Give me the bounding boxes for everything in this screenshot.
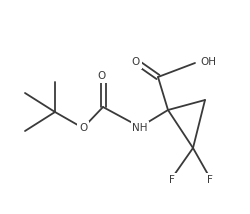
Text: NH: NH [132,123,148,133]
Text: O: O [132,57,140,67]
Text: F: F [207,175,213,185]
Text: OH: OH [200,57,216,67]
Text: O: O [98,71,106,81]
Text: F: F [169,175,175,185]
Text: O: O [79,123,87,133]
